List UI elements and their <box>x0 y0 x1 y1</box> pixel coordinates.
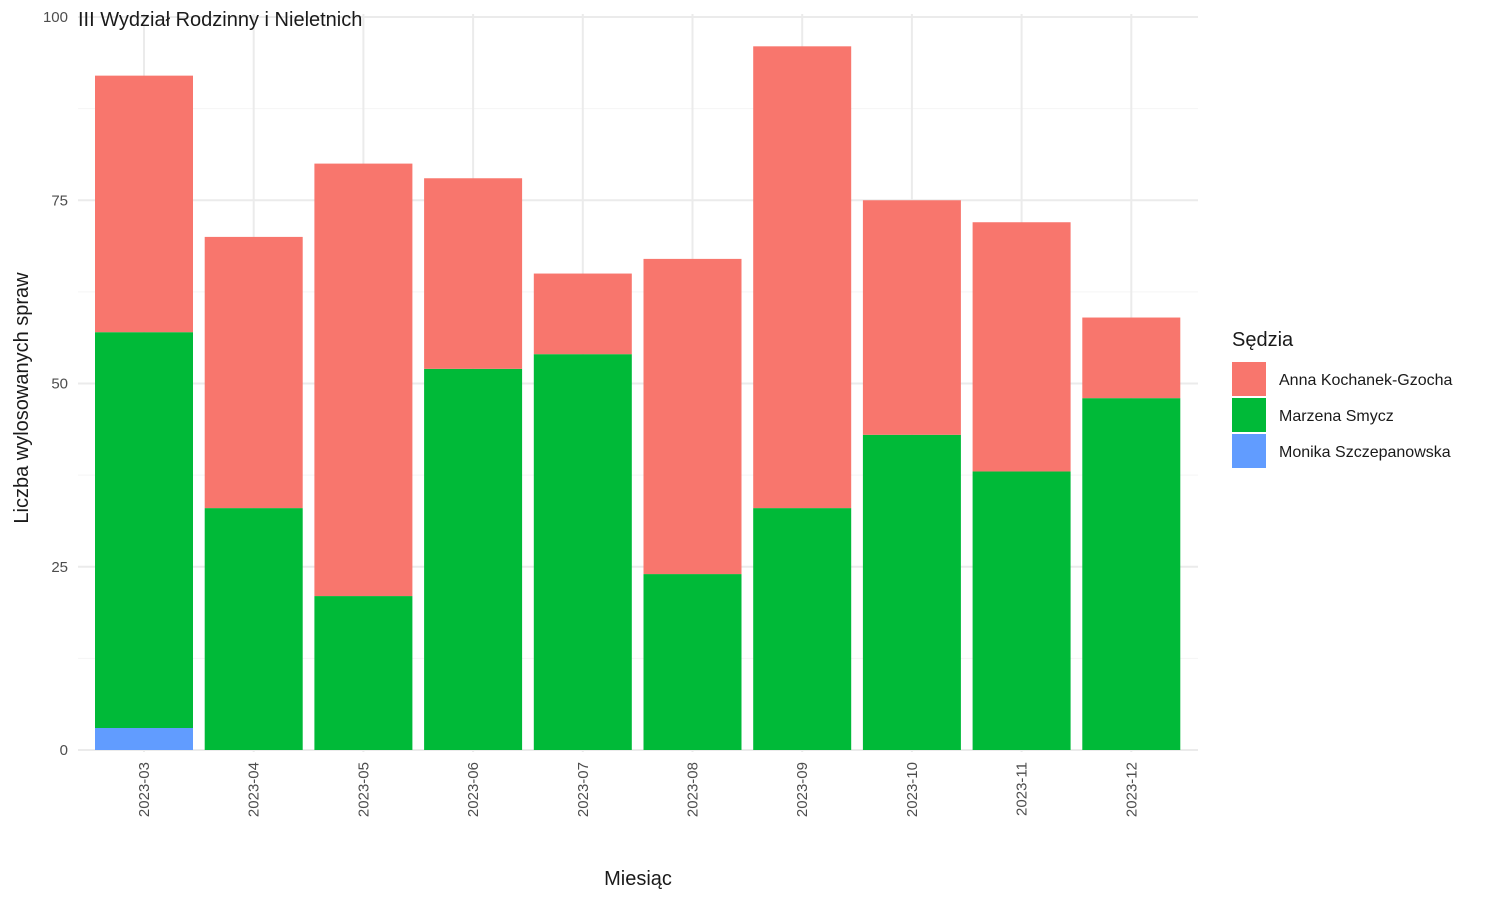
legend-title: Sędzia <box>1232 329 1294 351</box>
bar-2023-07-series-2 <box>533 273 632 355</box>
legend-swatch <box>1232 398 1266 432</box>
x-tick-label: 2023-08 <box>685 762 702 817</box>
bar-2023-09-series-1 <box>753 508 852 750</box>
legend-label: Monika Szczepanowska <box>1279 444 1451 461</box>
bar-2023-11-series-1 <box>972 471 1071 750</box>
bars <box>95 46 1181 750</box>
bar-2023-03-series-0 <box>95 728 193 750</box>
bar-2023-11-series-2 <box>972 222 1071 472</box>
chart-title: III Wydział Rodzinny i Nieletnich <box>78 9 362 31</box>
y-tick-label: 75 <box>51 192 68 209</box>
x-tick-label: 2023-10 <box>904 762 921 817</box>
bar-2023-04-series-2 <box>204 236 303 509</box>
x-tick-label: 2023-12 <box>1123 762 1140 817</box>
bar-2023-05-series-2 <box>314 163 413 597</box>
x-axis-ticks: 2023-03 2023-04 2023-05 2023-06 2023-07 2023-… <box>136 762 1140 817</box>
bar-2023-10-series-2 <box>862 200 961 435</box>
legend-swatch <box>1232 362 1266 396</box>
x-tick-label: 2023-04 <box>246 762 263 817</box>
bar-2023-09-series-2 <box>753 46 852 509</box>
legend-label: Anna Kochanek-Gzocha <box>1279 372 1453 389</box>
bar-2023-06-series-1 <box>424 368 523 750</box>
x-tick-label: 2023-11 <box>1014 762 1031 816</box>
bar-2023-12-series-1 <box>1082 398 1181 750</box>
legend-swatch <box>1232 434 1266 468</box>
bar-2023-08-series-2 <box>643 258 742 575</box>
y-tick-label: 100 <box>43 9 68 26</box>
bar-2023-03-series-2 <box>95 75 193 333</box>
y-tick-label: 0 <box>60 742 68 759</box>
bar-2023-08-series-1 <box>643 574 742 750</box>
y-axis-title: Liczba wylosowanych spraw <box>11 272 33 524</box>
bar-2023-06-series-2 <box>424 178 523 369</box>
x-axis-title: Miesiąc <box>604 868 672 890</box>
y-tick-label: 25 <box>51 559 68 576</box>
x-tick-label: 2023-05 <box>355 762 372 817</box>
bar-2023-05-series-1 <box>314 596 413 750</box>
bar-2023-03-series-1 <box>95 332 193 729</box>
y-tick-label: 50 <box>51 376 68 393</box>
x-tick-label: 2023-07 <box>575 762 592 817</box>
bar-2023-07-series-1 <box>533 354 632 750</box>
x-tick-label: 2023-06 <box>465 762 482 817</box>
y-axis-ticks: 0 25 50 75 100 <box>43 9 68 759</box>
x-tick-label: 2023-09 <box>794 762 811 817</box>
bar-2023-04-series-1 <box>204 508 303 750</box>
bar-2023-10-series-1 <box>862 434 961 750</box>
bar-2023-12-series-2 <box>1082 317 1181 399</box>
x-tick-label: 2023-03 <box>136 762 153 817</box>
legend: Sędzia Anna Kochanek-Gzocha Marzena Smycz… <box>1232 329 1453 468</box>
legend-label: Marzena Smycz <box>1279 408 1394 425</box>
